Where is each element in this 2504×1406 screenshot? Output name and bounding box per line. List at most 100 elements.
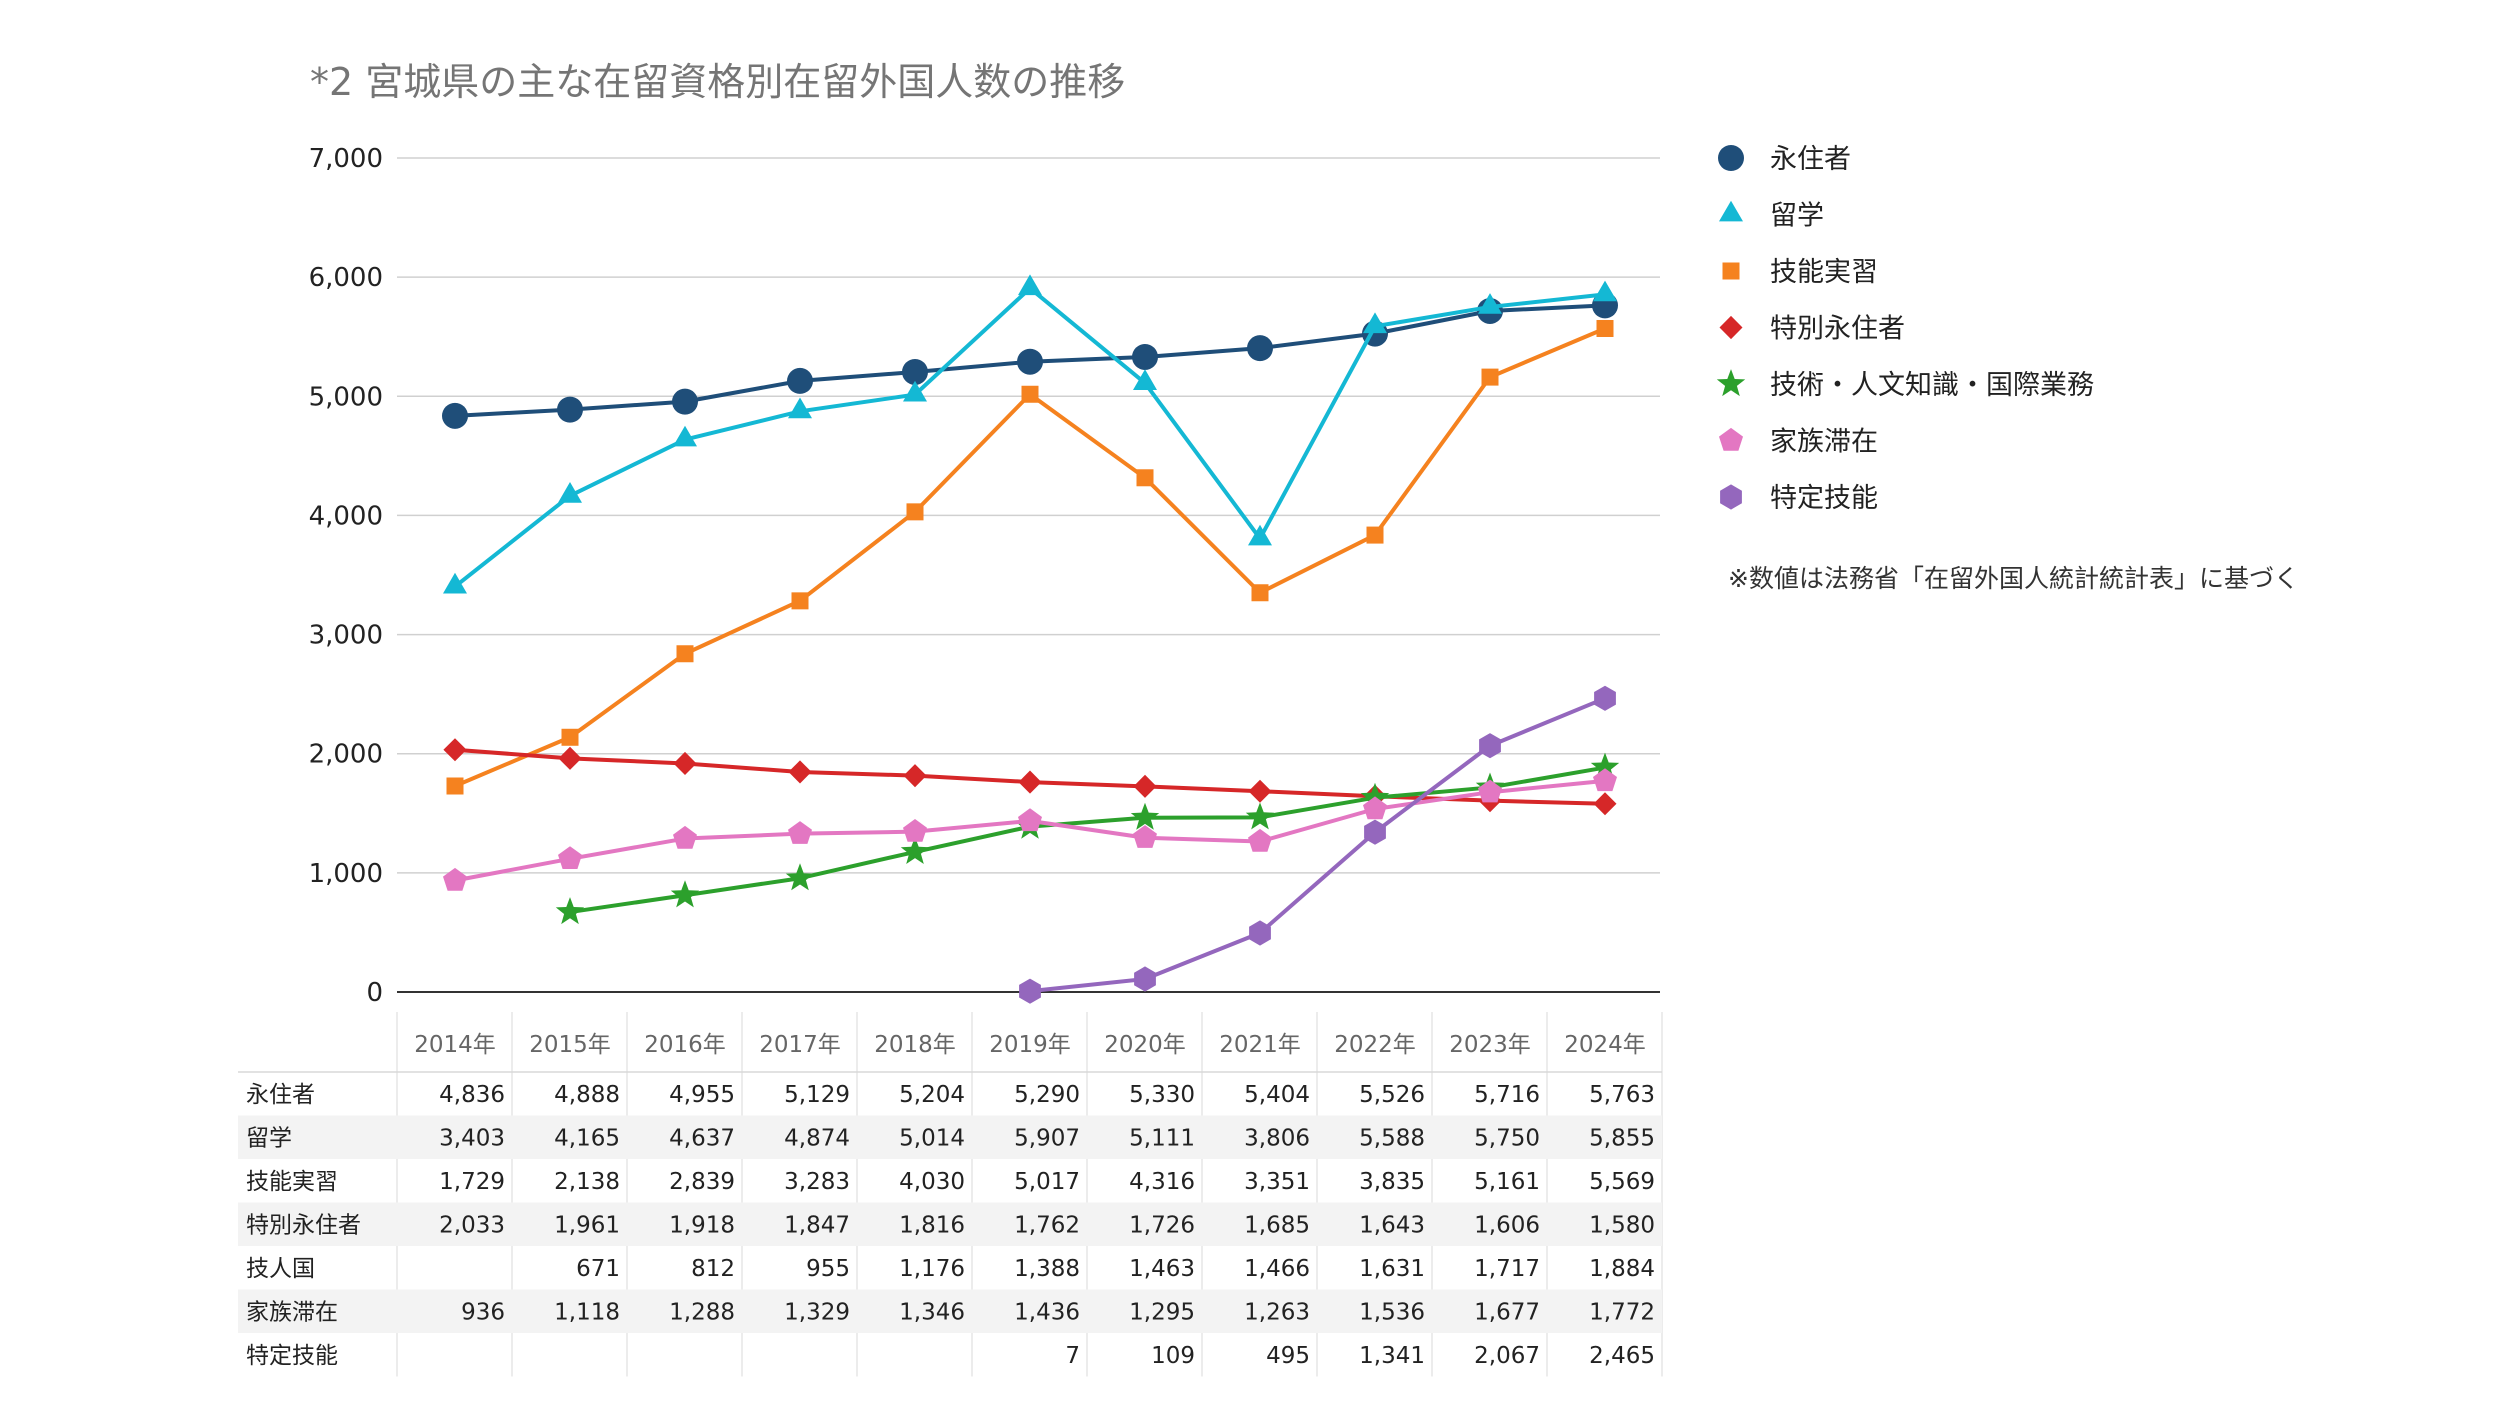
table-cell: 7 — [1065, 1343, 1080, 1369]
series-1-point — [558, 482, 582, 503]
series-6-point — [1134, 966, 1156, 992]
series-1-line — [453, 286, 1606, 589]
series-0-point — [902, 358, 928, 385]
data-table-background — [238, 1012, 1663, 1377]
series-1-point — [1593, 280, 1617, 302]
table-row-label: 技能実習 — [246, 1169, 338, 1195]
legend-marker — [1719, 427, 1743, 451]
series-layer — [442, 274, 1620, 1004]
series-5-point — [1248, 828, 1272, 852]
table-cell: 109 — [1151, 1343, 1195, 1369]
table-cell: 1,118 — [554, 1299, 620, 1325]
y-axis-ticks: 0 1,000 2,000 3,000 4,000 5,000 6,000 7,000 — [309, 144, 383, 1008]
table-cell: 1,918 — [669, 1212, 735, 1238]
table-row-label: 特別永住者 — [246, 1212, 361, 1238]
series-6-point — [1019, 978, 1041, 1004]
series-0-point — [442, 402, 468, 429]
series-1-point — [903, 380, 927, 402]
table-row-label: 技人国 — [246, 1256, 315, 1282]
series-2-point — [1596, 319, 1614, 337]
legend-label: 技能実習 — [1770, 257, 1878, 288]
series-3-point — [443, 738, 467, 762]
series-2-point — [791, 592, 809, 610]
chart-title: *2 宮城県の主な在留資格別在留外国人数の推移 — [310, 60, 1125, 104]
series-6-line — [1029, 696, 1606, 994]
table-cell: 4,165 — [554, 1125, 620, 1151]
series-0-point — [557, 396, 583, 423]
table-row-label: 家族滞在 — [246, 1299, 338, 1325]
table-cell: 4,316 — [1129, 1169, 1195, 1195]
series-5-point — [1478, 779, 1502, 803]
series-0-point — [1017, 348, 1043, 375]
x-category-label: 2020年 — [1104, 1032, 1186, 1058]
table-cell: 1,295 — [1129, 1299, 1195, 1325]
table-row-stripe — [238, 1202, 1662, 1246]
table-cell: 1,961 — [554, 1212, 620, 1238]
series-3-point — [903, 764, 927, 788]
y-tick-label: 1,000 — [309, 859, 383, 889]
table-cell: 1,762 — [1014, 1212, 1080, 1238]
table-cell: 5,569 — [1589, 1169, 1655, 1195]
table-cell: 4,836 — [439, 1082, 505, 1108]
table-cell: 5,290 — [1014, 1082, 1080, 1108]
series-6-point — [1364, 819, 1386, 845]
series-6-point — [1594, 685, 1616, 711]
series-5-point — [1133, 825, 1157, 848]
series-6-point — [1249, 920, 1271, 946]
table-cell: 2,033 — [439, 1212, 505, 1238]
series-5-point — [903, 819, 927, 842]
series-3-point — [673, 751, 697, 775]
series-2-point — [446, 777, 464, 795]
series-4-point — [900, 836, 930, 864]
legend-marker — [1719, 315, 1743, 340]
y-tick-label: 4,000 — [309, 501, 383, 531]
x-category-label: 2018年 — [874, 1032, 956, 1058]
series-5-point — [443, 867, 467, 891]
series-4-point — [670, 880, 700, 908]
series-4-point — [555, 897, 585, 925]
table-cell: 1,176 — [899, 1256, 965, 1282]
table-cell: 5,014 — [899, 1125, 965, 1151]
series-6-group — [1019, 685, 1616, 1004]
legend-label: 留学 — [1770, 201, 1824, 232]
series-5-point — [558, 846, 582, 869]
table-cell: 1,606 — [1474, 1212, 1540, 1238]
series-4-point — [785, 863, 815, 891]
series-0-group — [442, 292, 1618, 429]
x-category-label: 2023年 — [1449, 1032, 1531, 1058]
series-6-point — [1479, 733, 1501, 759]
series-2-point — [906, 503, 924, 521]
series-2-point — [1366, 526, 1384, 544]
legend-label: 特別永住者 — [1770, 314, 1905, 345]
series-5-point — [673, 825, 697, 849]
series-3-group — [443, 738, 1617, 816]
y-tick-label: 6,000 — [309, 263, 383, 293]
table-cell: 1,580 — [1589, 1212, 1655, 1238]
table-cell: 1,631 — [1359, 1256, 1425, 1282]
table-cell: 1,436 — [1014, 1299, 1080, 1325]
series-2-point — [1481, 368, 1499, 386]
table-cell: 1,772 — [1589, 1299, 1655, 1325]
series-4-point — [1360, 782, 1390, 810]
table-row-label: 留学 — [246, 1125, 292, 1151]
y-tick-label: 2,000 — [309, 740, 383, 770]
table-cell: 5,750 — [1474, 1125, 1540, 1151]
legend-marker — [1716, 369, 1746, 397]
table-cell: 5,526 — [1359, 1082, 1425, 1108]
table-cell: 1,717 — [1474, 1256, 1540, 1282]
series-1-group — [443, 274, 1617, 594]
y-tick-label: 5,000 — [309, 382, 383, 412]
table-cell: 2,839 — [669, 1169, 735, 1195]
table-row-stripe — [238, 1115, 1662, 1159]
table-row-stripe — [238, 1289, 1662, 1333]
series-0-point — [672, 388, 698, 415]
legend-marker — [1719, 200, 1743, 222]
table-cell: 1,677 — [1474, 1299, 1540, 1325]
legend-label: 技術・人文知識・国際業務 — [1770, 370, 2094, 401]
table-cell: 5,204 — [899, 1082, 965, 1108]
series-2-point — [1251, 584, 1269, 602]
table-cell: 5,017 — [1014, 1169, 1080, 1195]
legend-label: 永住者 — [1770, 144, 1851, 175]
